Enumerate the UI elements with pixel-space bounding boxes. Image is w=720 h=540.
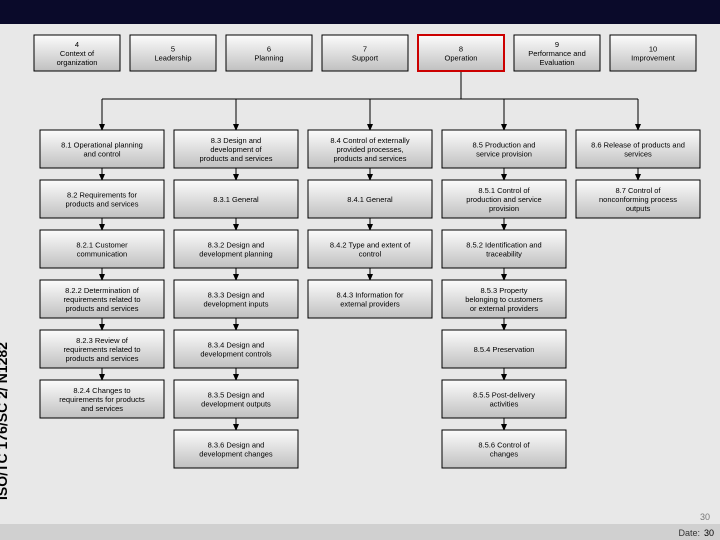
cell-3-0-label: products and services: [66, 304, 139, 313]
diagram-svg: 4Context oforganization 5Leadership 6Plann…: [30, 30, 714, 520]
cell-5-0-label: requirements for products: [59, 395, 145, 404]
cell-0-1-label: development of: [210, 145, 262, 154]
cell-6-3-label: changes: [490, 450, 519, 459]
cell-6-1-label: development changes: [199, 450, 273, 459]
cell-1-4-label: 8.7 Control of: [615, 186, 661, 195]
top-b7-label: 7: [363, 45, 367, 54]
cell-0-4-label: services: [624, 150, 652, 159]
top-b6-label: 6: [267, 45, 271, 54]
cell-2-2-label: control: [359, 250, 382, 259]
cell-2-3-label: 8.5.2 Identification and: [466, 241, 541, 250]
cell-5-1-label: 8.3.5 Design and: [208, 391, 265, 400]
cell-3-3-label: 8.5.3 Property: [480, 286, 527, 295]
top-b10-label: 10: [649, 45, 657, 54]
cell-5-0-label: and services: [81, 404, 123, 413]
cell-0-3-label: 8.5 Production and: [473, 141, 536, 150]
cell-0-2-label: provided processes,: [336, 145, 403, 154]
cell-4-0-label: requirements related to: [63, 345, 140, 354]
footer-date: Date:: [678, 528, 700, 538]
cell-2-1-label: development planning: [199, 250, 272, 259]
top-b9-label: Performance and: [528, 49, 586, 58]
small-page: 30: [700, 512, 710, 522]
top-b4-label: 4: [75, 40, 79, 49]
cell-3-0-label: requirements related to: [63, 295, 140, 304]
top-b5-label: Leadership: [154, 54, 191, 63]
cell-2-0-label: 8.2.1 Customer: [76, 241, 128, 250]
cell-0-0-label: 8.1 Operational planning: [61, 141, 143, 150]
footer-band: [0, 524, 720, 540]
cell-5-1-label: development outputs: [201, 400, 271, 409]
cell-5-3-label: activities: [490, 400, 519, 409]
top-b7-label: Support: [352, 54, 379, 63]
cell-1-4-label: nonconforming process: [599, 195, 677, 204]
cell-4-1-label: development controls: [200, 350, 272, 359]
cell-3-1-label: 8.3.3 Design and: [208, 291, 265, 300]
cell-3-1-label: development inputs: [203, 300, 268, 309]
cell-3-2-label: external providers: [340, 300, 400, 309]
top-b5-label: 5: [171, 45, 175, 54]
cell-6-1-label: 8.3.6 Design and: [208, 441, 265, 450]
cell-1-4-label: outputs: [626, 204, 651, 213]
cell-0-0-label: and control: [83, 150, 120, 159]
cell-0-3-label: service provision: [476, 150, 532, 159]
cell-0-2-label: products and services: [334, 154, 407, 163]
cell-4-0-label: products and services: [66, 354, 139, 363]
cell-0-2-label: 8.4 Control of externally: [330, 136, 409, 145]
cell-2-0-label: communication: [77, 250, 127, 259]
cell-1-0-label: products and services: [66, 200, 139, 209]
top-b4-label: organization: [57, 58, 98, 67]
cell-0-1-label: products and services: [200, 154, 273, 163]
cell-3-3-label: or external providers: [470, 304, 539, 313]
cell-5-0-label: 8.2.4 Changes to: [73, 386, 130, 395]
document-ref: ISO/TC 176/SC 2/ N1282: [0, 342, 10, 500]
cell-1-3-label: 8.5.1 Control of: [478, 186, 530, 195]
cell-0-4-label: 8.6 Release of products and: [591, 141, 685, 150]
cell-3-0-label: 8.2.2 Determination of: [65, 286, 140, 295]
cell-4-1-label: 8.3.4 Design and: [208, 341, 265, 350]
footer-page: 30: [704, 528, 714, 538]
top-b10-label: Improvement: [631, 54, 676, 63]
cell-4-0-label: 8.2.3 Review of: [76, 336, 129, 345]
cell-2-1-label: 8.3.2 Design and: [208, 241, 265, 250]
top-b9-label: Evaluation: [539, 58, 574, 67]
cell-6-3-label: 8.5.6 Control of: [478, 441, 530, 450]
cell-5-3-label: 8.5.5 Post-delivery: [473, 391, 535, 400]
cell-2-2-label: 8.4.2 Type and extent of: [330, 241, 411, 250]
cell-0-1-label: 8.3 Design and: [211, 136, 261, 145]
cell-1-3-label: production and service: [466, 195, 541, 204]
top-band: [0, 0, 720, 24]
top-b8-label: Operation: [445, 54, 478, 63]
top-b6-label: Planning: [254, 54, 283, 63]
cell-3-3-label: belonging to customers: [465, 295, 543, 304]
cell-1-1-label: 8.3.1 General: [213, 195, 259, 204]
top-b9-label: 9: [555, 40, 559, 49]
cell-1-2-label: 8.4.1 General: [347, 195, 393, 204]
cell-3-2-label: 8.4.3 Information for: [336, 291, 404, 300]
top-b4-label: Context of: [60, 49, 95, 58]
cell-1-3-label: provision: [489, 204, 519, 213]
cell-2-3-label: traceability: [486, 250, 522, 259]
cell-1-0-label: 8.2 Requirements for: [67, 191, 138, 200]
cell-4-3-label: 8.5.4 Preservation: [474, 345, 535, 354]
top-b8-label: 8: [459, 45, 463, 54]
